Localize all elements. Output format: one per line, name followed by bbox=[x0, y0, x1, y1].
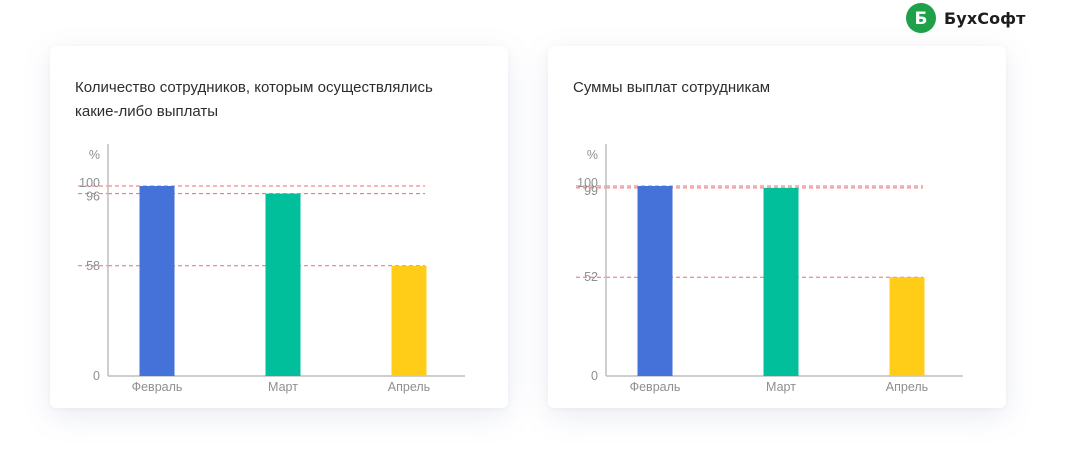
y-axis-label: % bbox=[587, 148, 598, 162]
chart-title: Суммы выплат сотрудникам bbox=[573, 79, 771, 96]
category-label: Февраль bbox=[132, 380, 183, 394]
category-label: Февраль bbox=[630, 380, 681, 394]
y-axis-label: % bbox=[89, 148, 100, 162]
category-label: Апрель bbox=[388, 380, 430, 394]
chart-title: Количество сотрудников, которым осуществ… bbox=[75, 79, 433, 120]
bukhsoft-logo-icon: Б bbox=[906, 3, 936, 33]
category-label: Апрель bbox=[886, 380, 928, 394]
y-tick-label: 99 bbox=[584, 184, 598, 198]
chart-card-employees: Количество сотрудников, которым осуществ… bbox=[50, 46, 508, 408]
category-label: Март bbox=[766, 380, 796, 394]
bar bbox=[265, 193, 301, 376]
bar bbox=[763, 187, 799, 376]
brand-name: БухСофт bbox=[944, 8, 1026, 28]
y-tick-label: 96 bbox=[86, 190, 100, 204]
bar bbox=[139, 186, 175, 376]
y-tick-label: 100 bbox=[577, 176, 598, 190]
chart-card-payments: Суммы выплат сотрудникам % 100 99 52 0 Феврал… bbox=[548, 46, 1006, 408]
bar bbox=[889, 277, 925, 376]
bar bbox=[391, 265, 427, 376]
y-tick-label: 58 bbox=[86, 259, 100, 273]
brand-logo: Б БухСофт bbox=[906, 3, 1026, 33]
y-tick-label: 100 bbox=[79, 176, 100, 190]
y-tick-label: 0 bbox=[93, 369, 100, 383]
category-label: Март bbox=[268, 380, 298, 394]
y-tick-label: 52 bbox=[584, 270, 598, 284]
svg-text:Б: Б bbox=[915, 9, 928, 29]
bar bbox=[637, 186, 673, 376]
y-tick-label: 0 bbox=[591, 369, 598, 383]
